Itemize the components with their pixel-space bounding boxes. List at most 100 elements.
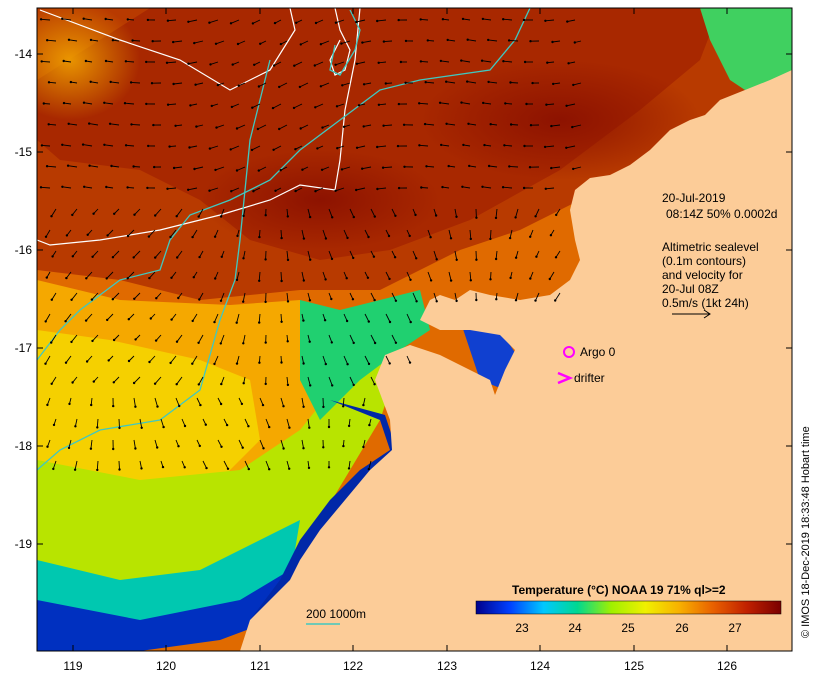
velocity-arrow-head: [88, 122, 91, 125]
velocity-arrow: [96, 418, 99, 428]
legend-tick-label: 25: [621, 621, 635, 635]
velocity-arrow-head: [192, 276, 195, 279]
velocity-arrow-head: [549, 234, 553, 237]
velocity-arrow-head: [208, 21, 211, 24]
velocity-arrow: [215, 166, 225, 171]
scale-arrow: [672, 309, 711, 319]
velocity-arrow: [286, 376, 289, 385]
velocity-arrow-head: [247, 467, 250, 471]
velocity-arrow-head: [483, 143, 486, 147]
velocity-arrow: [370, 334, 376, 344]
velocity-arrow-head: [258, 235, 261, 239]
velocity-arrow-head: [256, 127, 260, 131]
velocity-arrow-head: [133, 213, 136, 216]
velocity-arrow-head: [447, 164, 450, 168]
credit-text: © IMOS 18-Dec-2019 18:33:48 Hobart time: [800, 426, 812, 638]
velocity-arrow-head: [229, 148, 232, 151]
velocity-arrow-head: [420, 186, 423, 189]
velocity-arrow-head: [264, 300, 267, 304]
velocity-arrow: [567, 19, 576, 23]
velocity-arrow: [149, 355, 156, 363]
velocity-arrow-head: [481, 185, 484, 188]
velocity-arrow: [446, 123, 456, 126]
velocity-arrow-head: [302, 362, 305, 365]
velocity-arrow-head: [321, 126, 324, 129]
velocity-arrow-head: [65, 276, 68, 280]
velocity-arrow: [236, 166, 246, 171]
velocity-arrow: [342, 82, 351, 86]
velocity-arrow: [440, 60, 450, 63]
velocity-arrow: [175, 397, 180, 407]
velocity-arrow: [419, 144, 429, 147]
velocity-arrow-head: [140, 426, 143, 429]
velocity-arrow-head: [409, 320, 412, 324]
velocity-arrow-head: [294, 148, 297, 151]
velocity-arrow-head: [529, 124, 533, 127]
velocity-arrow-head: [545, 103, 548, 106]
velocity-arrow-head: [170, 318, 173, 321]
velocity-arrow-head: [264, 214, 267, 217]
velocity-arrow-head: [148, 360, 151, 364]
velocity-arrow: [307, 208, 311, 218]
velocity-arrow-head: [70, 298, 73, 301]
velocity-arrow-head: [126, 18, 129, 21]
velocity-arrow-head: [230, 190, 233, 193]
velocity-arrow: [433, 292, 438, 302]
velocity-arrow: [510, 82, 519, 84]
velocity-arrow-head: [156, 446, 159, 449]
velocity-arrow: [488, 81, 498, 84]
velocity-arrow-head: [199, 403, 202, 407]
velocity-arrow: [62, 18, 72, 21]
velocity-arrow: [230, 145, 240, 150]
velocity-arrow-head: [314, 106, 317, 109]
velocity-arrow-head: [111, 256, 115, 259]
velocity-arrow: [90, 81, 99, 84]
velocity-arrow: [111, 165, 120, 168]
velocity-arrow-head: [178, 404, 181, 408]
velocity-arrow: [192, 229, 198, 238]
velocity-arrow: [236, 313, 240, 323]
velocity-arrow-head: [191, 235, 194, 239]
velocity-arrow-head: [195, 125, 198, 128]
velocity-arrow: [377, 19, 387, 22]
velocity-arrow-head: [279, 42, 283, 46]
velocity-arrow-head: [388, 277, 391, 281]
velocity-arrow: [362, 166, 372, 170]
velocity-arrow-head: [377, 103, 381, 107]
velocity-arrow-head: [514, 256, 518, 259]
velocity-arrow-head: [544, 19, 547, 22]
velocity-arrow-head: [213, 362, 216, 366]
velocity-arrow-head: [529, 277, 532, 280]
velocity-arrow: [335, 61, 345, 66]
velocity-arrow: [419, 102, 429, 105]
velocity-arrow: [349, 376, 355, 386]
velocity-arrow-head: [259, 42, 262, 45]
velocity-arrow: [286, 460, 290, 469]
velocity-arrow-head: [446, 38, 449, 42]
velocity-arrow: [427, 229, 432, 238]
velocity-arrow-head: [62, 101, 66, 105]
velocity-arrow-head: [235, 362, 239, 365]
velocity-arrow: [545, 187, 555, 190]
velocity-arrow-head: [67, 38, 71, 41]
velocity-arrow: [51, 376, 57, 385]
velocity-arrow: [349, 250, 354, 259]
velocity-arrow-head: [191, 362, 194, 365]
velocity-arrow: [320, 40, 330, 45]
velocity-arrow-head: [133, 297, 136, 300]
velocity-arrow-head: [299, 43, 302, 46]
velocity-arrow: [509, 229, 513, 239]
velocity-arrow: [217, 439, 222, 448]
velocity-arrow-head: [441, 185, 444, 189]
velocity-arrow: [192, 313, 198, 322]
legend-colorbar: [475, 600, 782, 615]
velocity-arrow-head: [132, 256, 135, 259]
velocity-arrow: [280, 397, 284, 407]
velocity-arrow: [188, 19, 198, 23]
velocity-arrow-head: [298, 85, 302, 89]
velocity-arrow-head: [327, 425, 331, 429]
velocity-arrow-head: [140, 467, 143, 470]
velocity-arrow: [237, 40, 246, 45]
velocity-arrow-head: [429, 279, 433, 282]
velocity-arrow: [383, 40, 393, 43]
